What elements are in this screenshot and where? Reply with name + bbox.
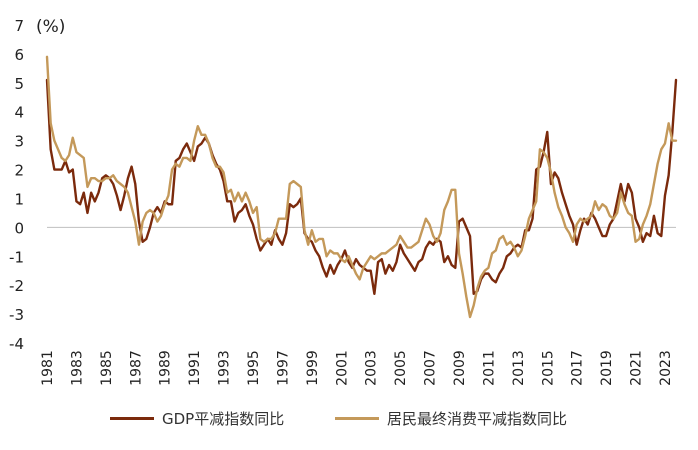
series-line-consumption-deflator xyxy=(45,55,678,319)
x-tick-label: 2017 xyxy=(570,350,586,386)
legend-item-consumption: 居民最终消费平减指数同比 xyxy=(335,408,567,429)
legend-swatch-consumption xyxy=(335,417,379,420)
series-lines xyxy=(45,55,678,319)
x-tick-label: 2013 xyxy=(511,350,527,386)
series-line-gdp-deflator xyxy=(45,78,678,296)
y-tick-label: -2 xyxy=(9,277,24,295)
x-tick-label: 2011 xyxy=(481,350,497,386)
x-tick-label: 2005 xyxy=(393,350,409,386)
x-tick-label: 1985 xyxy=(99,350,115,386)
y-tick-label: 0 xyxy=(14,219,24,237)
legend-swatch-gdp xyxy=(110,417,154,420)
y-tick-label: -3 xyxy=(9,306,24,324)
x-tick-label: 2021 xyxy=(629,350,645,386)
x-tick-label: 1997 xyxy=(275,350,291,386)
legend-item-gdp: GDP平减指数同比 xyxy=(110,408,284,429)
y-tick-label: 6 xyxy=(14,46,24,64)
y-axis-label: (%) xyxy=(36,17,65,37)
y-tick-label: 2 xyxy=(14,162,24,180)
x-tick-label: 1983 xyxy=(69,350,85,386)
x-tick-label: 1989 xyxy=(158,350,174,386)
legend-label-gdp: GDP平减指数同比 xyxy=(162,410,285,428)
y-tick-label: -4 xyxy=(9,335,24,353)
x-tick-label: 1981 xyxy=(40,350,56,386)
x-tick-label: 2023 xyxy=(658,350,674,386)
x-tick-label: 1999 xyxy=(305,350,321,386)
y-tick-label: 5 xyxy=(14,75,24,93)
x-tick-label: 2001 xyxy=(334,350,350,386)
x-tick-label: 2007 xyxy=(423,350,439,386)
y-tick-label: 4 xyxy=(14,104,24,122)
y-tick-label: -1 xyxy=(9,248,24,266)
y-tick-label: 3 xyxy=(14,133,24,151)
x-tick-label: 2003 xyxy=(364,350,380,386)
x-tick-label: 1987 xyxy=(128,350,144,386)
x-tick-label: 1995 xyxy=(246,350,262,386)
y-tick-label: 1 xyxy=(14,190,24,208)
x-tick-label: 2009 xyxy=(452,350,468,386)
x-tick-label: 2015 xyxy=(540,350,556,386)
x-tick-label: 2019 xyxy=(599,350,615,386)
x-tick-label: 1993 xyxy=(217,350,233,386)
y-axis: -4 -3 -2 -1 0 1 2 3 4 5 6 7 xyxy=(9,17,24,353)
x-axis: 1981 1983 1985 1987 1989 1991 1993 1995 1997 1999… xyxy=(40,226,676,386)
legend: GDP平减指数同比 居民最终消费平减指数同比 xyxy=(0,408,698,438)
x-tick-label: 1991 xyxy=(187,350,203,386)
y-tick-label: 7 xyxy=(14,17,24,35)
legend-label-consumption: 居民最终消费平减指数同比 xyxy=(387,410,568,428)
